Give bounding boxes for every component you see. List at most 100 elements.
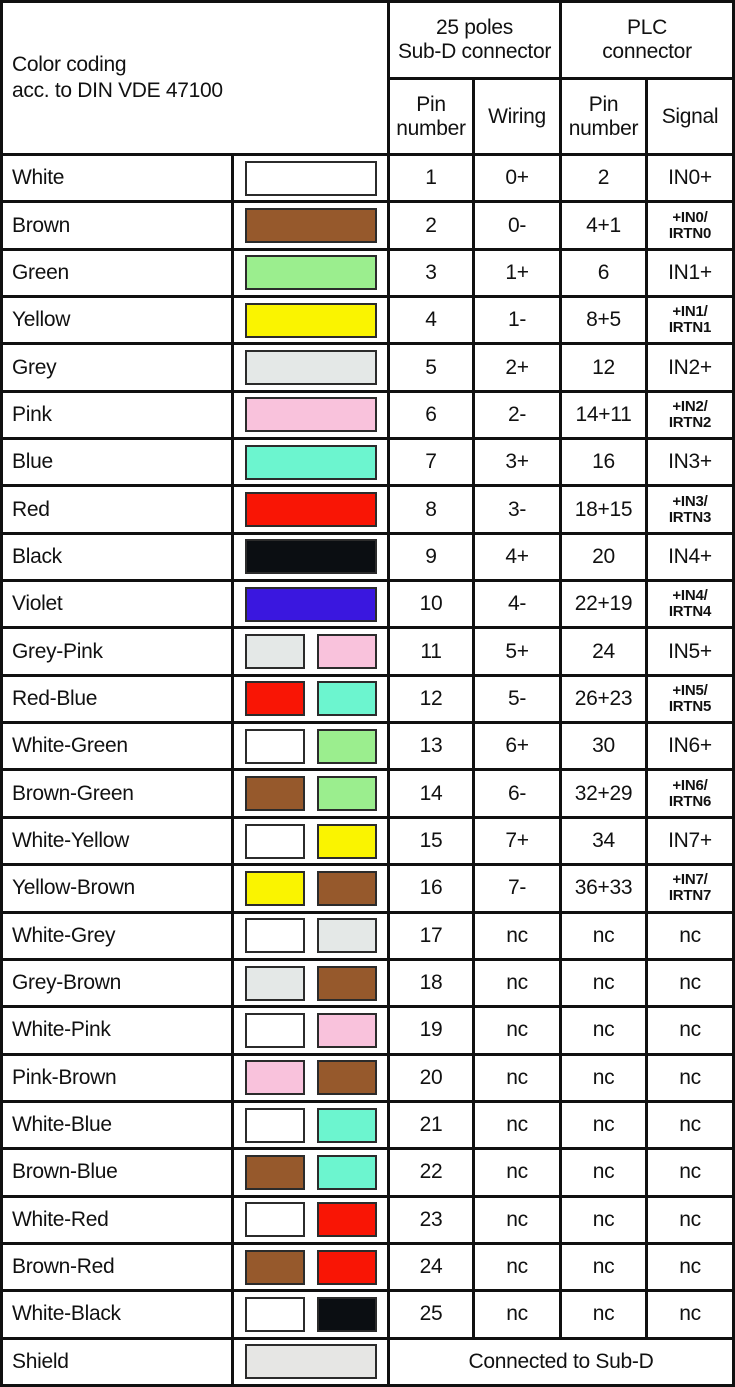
subd-pin-number: 15 [390,818,472,864]
swatch-group [244,965,377,1001]
wiring-value: 1+ [475,250,559,296]
green-swatch [244,255,377,291]
color-name: Yellow [3,298,231,343]
pink-swatch [244,397,377,433]
signal-value: +IN5/IRTN5 [648,676,732,722]
subd-pin-number: 6 [390,392,472,438]
subd-pin-number: 9 [390,534,472,580]
wiring-value: 1- [475,298,559,343]
color-swatch-cell [234,156,387,201]
color-swatch-cell [234,1102,387,1148]
wiring-value: 2- [475,392,559,438]
pink-swatch [316,1012,377,1048]
grey-swatch [244,634,305,670]
wiring-value: nc [475,1102,559,1148]
color-name: Red-Blue [3,676,231,722]
header-plc-connector-group: PLC connector [562,3,732,77]
color-name: Brown-Red [3,1244,231,1290]
plc-pin-number: nc [562,1008,645,1053]
swatch-group [244,1249,377,1285]
color-name: White-Yellow [3,818,231,864]
plc-pin-number: nc [562,1150,645,1195]
red-swatch [316,1202,377,1238]
header-signal: Signal [648,80,732,153]
signal-value: +IN2/IRTN2 [648,392,732,438]
subd-pin-number: 25 [390,1292,472,1337]
signal-value: +IN0/IRTN0 [648,203,732,248]
red-swatch [244,492,377,528]
signal-value: IN5+ [648,629,732,674]
brown-swatch [316,1060,377,1096]
yellow-swatch [244,302,377,338]
plc-pin-number: 22+19 [562,582,645,627]
color-swatch-cell [234,818,387,864]
header-signal-label: Signal [661,104,719,128]
subd-pin-number: 8 [390,487,472,532]
swatch-group [244,1154,377,1190]
signal-value: +IN3/IRTN3 [648,487,732,532]
brown-swatch [244,208,377,244]
color-swatch-cell [234,582,387,627]
plc-pin-number: nc [562,1244,645,1290]
subd-pin-number: 5 [390,345,472,390]
subd-pin-number: 16 [390,866,472,911]
subd-pin-number: 3 [390,250,472,296]
signal-value: IN3+ [648,440,732,485]
wiring-value: 5- [475,676,559,722]
color-swatch-cell [234,250,387,296]
wiring-value: nc [475,1008,559,1053]
plc-pin-number: nc [562,1102,645,1148]
wiring-value: 2+ [475,345,559,390]
header-plc-connector-label: PLC connector [602,16,692,63]
color-name: Brown-Blue [3,1150,231,1195]
plc-pin-number: 36+33 [562,866,645,911]
signal-value: nc [648,960,732,1006]
subd-pin-number: 14 [390,771,472,816]
signal-value: IN6+ [648,724,732,769]
green-swatch [316,776,377,812]
header-subd-connector-group: 25 poles Sub-D connector [390,3,559,77]
subd-pin-number: 11 [390,629,472,674]
swatch-group [244,1012,377,1048]
green-swatch [316,728,377,764]
header-wiring-label: Wiring [488,104,546,128]
brown-swatch [244,776,305,812]
signal-value: +IN1/IRTN1 [648,298,732,343]
color-name: White-Black [3,1292,231,1337]
color-name: Red [3,487,231,532]
subd-pin-number: 1 [390,156,472,201]
plc-pin-number: 18+15 [562,487,645,532]
plc-pin-number: 2 [562,156,645,201]
grey-swatch [244,965,305,1001]
subd-pin-number: 22 [390,1150,472,1195]
signal-value: IN2+ [648,345,732,390]
subd-pin-number: 4 [390,298,472,343]
plc-pin-number: nc [562,960,645,1006]
signal-lines: +IN0/IRTN0 [668,208,712,242]
color-swatch-cell [234,1197,387,1242]
color-name: Shield [3,1339,231,1384]
white-swatch [244,823,305,859]
swatch-group [244,1107,377,1143]
color-name: Pink-Brown [3,1055,231,1100]
color-swatch-cell [234,960,387,1006]
plc-pin-number: 12 [562,345,645,390]
signal-lines: +IN5/IRTN5 [668,681,712,715]
plc-pin-number: 30 [562,724,645,769]
signal-lines: +IN4/IRTN4 [668,587,712,621]
plc-pin-number: nc [562,913,645,958]
red-swatch [244,681,305,717]
color-name: White-Green [3,724,231,769]
signal-value: nc [648,1008,732,1053]
signal-value: IN4+ [648,534,732,580]
wiring-value: 7+ [475,818,559,864]
swatch-group [244,681,377,717]
yellow-swatch [244,870,305,906]
color-name: Pink [3,392,231,438]
plc-pin-number: 34 [562,818,645,864]
shield-note: Connected to Sub-D [390,1339,732,1384]
color-swatch-cell [234,676,387,722]
subd-pin-number: 13 [390,724,472,769]
